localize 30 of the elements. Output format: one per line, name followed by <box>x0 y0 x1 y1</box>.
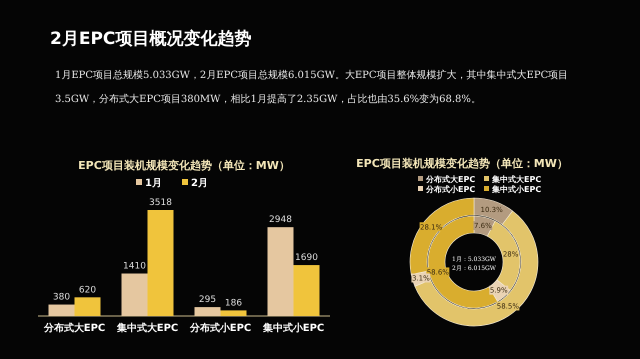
bar <box>294 265 320 316</box>
x-tick-label: 集中式小EPC <box>262 322 324 334</box>
chart-title: EPC项目装机规模变化趋势（单位：MW） <box>356 157 568 170</box>
legend-label: 集中式大EPC <box>491 175 542 184</box>
data-label: 380 <box>52 292 70 303</box>
text: 1月EPC项目总规模5.033GW，2月EPC项目总规模6.015GW。大EPC项目整体规模扩大，其中集中式大EPC项目3.5GW，分布式大EPC项目380MW，相比1月提高了2.35GW，占比也由35.6%变为68.8%。 <box>55 70 568 105</box>
data-label: 186 <box>224 298 242 308</box>
bar <box>48 304 74 316</box>
bar <box>194 307 220 316</box>
data-label: 3518 <box>149 198 172 208</box>
chart-title: EPC项目装机规模变化趋势（单位：MW） <box>78 159 290 172</box>
x-tick-label: 分布式大EPC <box>42 322 106 334</box>
legend-label: 分布式大EPC <box>425 175 476 184</box>
bar <box>74 297 100 316</box>
data-label: 2948 <box>269 215 292 226</box>
x-tick-label: 分布式小EPC <box>188 322 252 334</box>
legend-label: 1月 <box>145 178 162 189</box>
data-label: 620 <box>78 285 96 296</box>
x-tick-label: 集中式大EPC <box>116 322 178 334</box>
data-label: 1690 <box>295 253 318 264</box>
bar <box>122 274 148 316</box>
data-label: 295 <box>198 295 216 306</box>
bar <box>148 210 174 316</box>
text: 2月EPC项目概况变化趋势 <box>50 29 252 49</box>
data-label: 1410 <box>123 262 146 272</box>
legend-label: 集中式小EPC <box>491 185 542 194</box>
legend-label: 2月 <box>191 178 208 189</box>
legend-label: 分布式小EPC <box>425 185 476 194</box>
bar <box>220 310 246 316</box>
bar <box>268 227 294 316</box>
